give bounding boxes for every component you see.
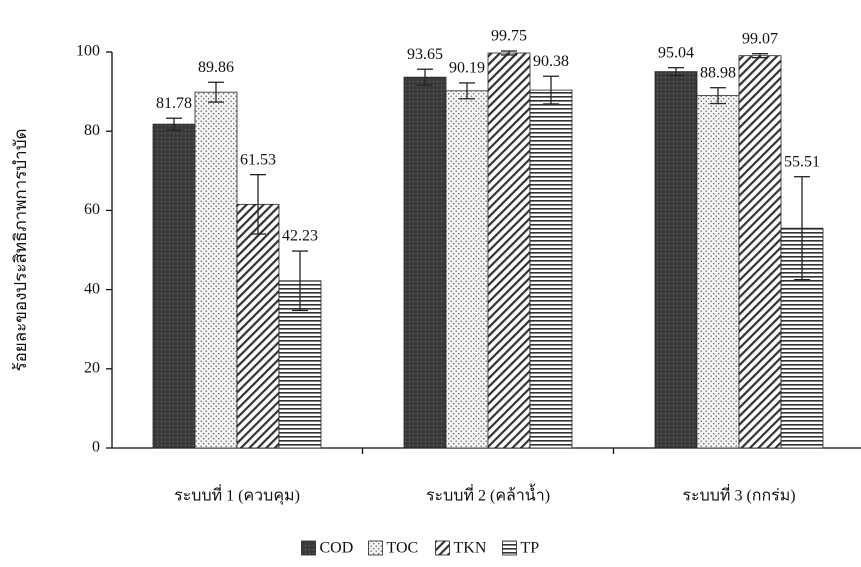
bar xyxy=(445,90,489,449)
error-bar xyxy=(459,82,475,100)
error-bar xyxy=(250,173,266,235)
x-tick-label: ระบบที่ 1 (ควบคุม) xyxy=(174,484,300,506)
bar xyxy=(738,55,782,449)
bar xyxy=(654,71,698,449)
error-bar xyxy=(752,53,768,59)
bar xyxy=(236,203,280,449)
y-tick-label: 60 xyxy=(84,201,100,218)
legend-label: TKN xyxy=(454,540,487,557)
bar xyxy=(194,91,238,449)
legend-swatch xyxy=(435,540,450,556)
error-bar xyxy=(417,68,433,86)
error-bar xyxy=(543,75,559,105)
legend-label: COD xyxy=(320,540,354,557)
legend-label: TOC xyxy=(387,540,419,557)
x-tick-label: ระบบที่ 2 (คล้าน้ำ) xyxy=(426,484,550,505)
bar xyxy=(403,76,447,449)
data-label: 95.04 xyxy=(658,44,694,61)
legend-swatch xyxy=(368,540,383,556)
error-bar xyxy=(166,117,182,131)
data-label: 90.38 xyxy=(533,53,569,70)
y-tick-label: 80 xyxy=(84,122,100,139)
data-label: 99.07 xyxy=(742,30,778,47)
x-tick-label: ระบบที่ 3 (กกร่ม) xyxy=(682,484,795,505)
y-tick-label: 40 xyxy=(84,280,100,297)
legend-swatch xyxy=(301,540,316,556)
data-label: 88.98 xyxy=(700,64,736,81)
bar xyxy=(487,52,531,449)
legend-label: TP xyxy=(521,540,540,557)
y-tick-label: 0 xyxy=(92,439,100,456)
error-bar xyxy=(794,176,810,281)
data-label: 89.86 xyxy=(198,59,234,76)
error-bar xyxy=(292,250,308,312)
data-label: 99.75 xyxy=(491,28,527,45)
bar xyxy=(152,123,196,449)
bar xyxy=(696,95,740,449)
bar xyxy=(529,89,573,449)
error-bar xyxy=(208,81,224,103)
y-tick-label: 20 xyxy=(84,359,100,376)
legend-swatch xyxy=(502,540,517,556)
data-label: 90.19 xyxy=(449,60,485,77)
data-label: 42.23 xyxy=(282,228,318,245)
data-label: 61.53 xyxy=(240,151,276,168)
data-label: 81.78 xyxy=(156,95,192,112)
error-bar xyxy=(668,67,684,77)
data-label: 55.51 xyxy=(784,153,820,170)
y-axis-label: ร้อยละของประสิทธิภาพการบำบัด xyxy=(11,128,30,371)
y-tick-label: 100 xyxy=(76,43,100,60)
error-bar xyxy=(710,87,726,105)
data-label: 93.65 xyxy=(407,46,443,63)
error-bar xyxy=(501,50,517,56)
